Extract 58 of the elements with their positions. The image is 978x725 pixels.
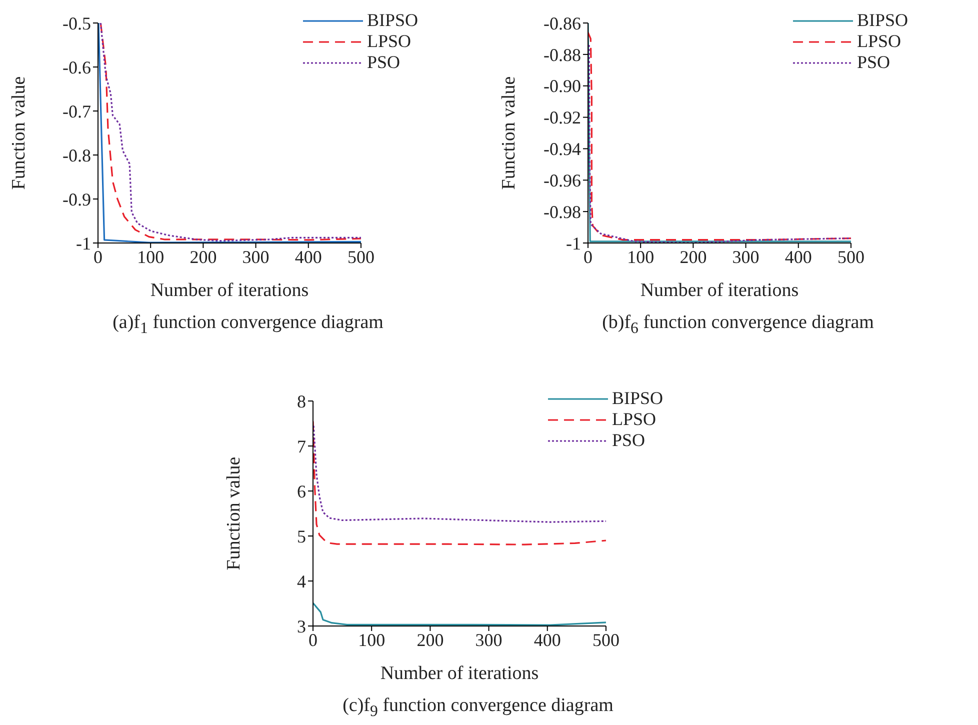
x-axis-title: Number of iterations [640, 280, 799, 301]
line-series [313, 424, 606, 523]
y-axis-title: Function value [8, 76, 30, 190]
x-tick-label: 400 [784, 246, 812, 267]
y-axis-title: Function value [498, 76, 520, 190]
y-tick-label: 5 [297, 526, 306, 546]
y-tick-label: -0.6 [62, 57, 91, 78]
y-tick-label: -0.88 [544, 44, 581, 65]
x-tick-label: 200 [190, 246, 217, 267]
x-tick-label: 400 [294, 246, 322, 267]
text: (a)f$_{1}$ function convergence diagram [112, 312, 384, 338]
y-tick-label: -0.94 [544, 139, 581, 160]
x-tick-label: 200 [416, 630, 444, 650]
legend-label: LPSO [856, 31, 901, 52]
y-tick-label: -0.9 [62, 189, 91, 210]
y-tick-label: -0.5 [62, 13, 91, 34]
y-tick-label: 7 [297, 436, 306, 456]
x-tick-label: 0 [308, 630, 318, 650]
x-tick-label: 100 [358, 630, 386, 650]
x-axis-title: Number of iterations [150, 280, 309, 301]
legend-label: BIPSO [856, 10, 908, 31]
x-tick-label: 100 [137, 246, 164, 267]
x-tick-label: 300 [732, 246, 760, 267]
legend-label: BIPSO [612, 388, 663, 409]
legend-label: PSO [856, 52, 890, 73]
legend-label: BIPSO [366, 10, 418, 31]
y-tick-label: -0.7 [62, 101, 91, 122]
y-tick-label: -1 [566, 233, 581, 254]
x-tick-label: 500 [592, 630, 620, 650]
legend-label: PSO [612, 430, 645, 451]
x-tick-label: 300 [242, 246, 270, 267]
line-series [313, 420, 606, 546]
x-tick-label: 100 [627, 246, 654, 267]
legend-label: LPSO [366, 31, 411, 52]
text: (c)f$_{9}$ function convergence diagram [342, 695, 614, 721]
y-tick-label: -1 [76, 233, 91, 254]
y-axis-title: Function value [224, 456, 245, 570]
y-tick-label: -0.98 [544, 202, 581, 222]
x-tick-label: 0 [584, 246, 592, 267]
x-tick-label: 400 [534, 630, 561, 650]
x-tick-label: 200 [680, 246, 707, 267]
text: (b)f$_{6}$ function convergence diagram [601, 312, 875, 338]
y-tick-label: 3 [297, 616, 306, 636]
y-tick-label: -0.96 [544, 170, 581, 191]
legend-label: PSO [366, 52, 400, 73]
x-tick-label: 500 [347, 246, 374, 267]
x-axis-title: Number of iterations [380, 663, 539, 684]
y-tick-label: 8 [297, 391, 306, 412]
y-tick-label: -0.90 [544, 76, 581, 96]
y-tick-label: 6 [297, 481, 306, 502]
y-tick-label: 4 [297, 571, 306, 592]
x-tick-label: 500 [837, 246, 864, 267]
legend-label: LPSO [612, 409, 656, 430]
y-tick-label: -0.86 [544, 13, 581, 34]
y-tick-label: -0.8 [62, 145, 91, 166]
x-tick-label: 300 [475, 630, 502, 650]
y-tick-label: -0.92 [544, 108, 581, 128]
x-tick-label: 0 [94, 246, 102, 267]
